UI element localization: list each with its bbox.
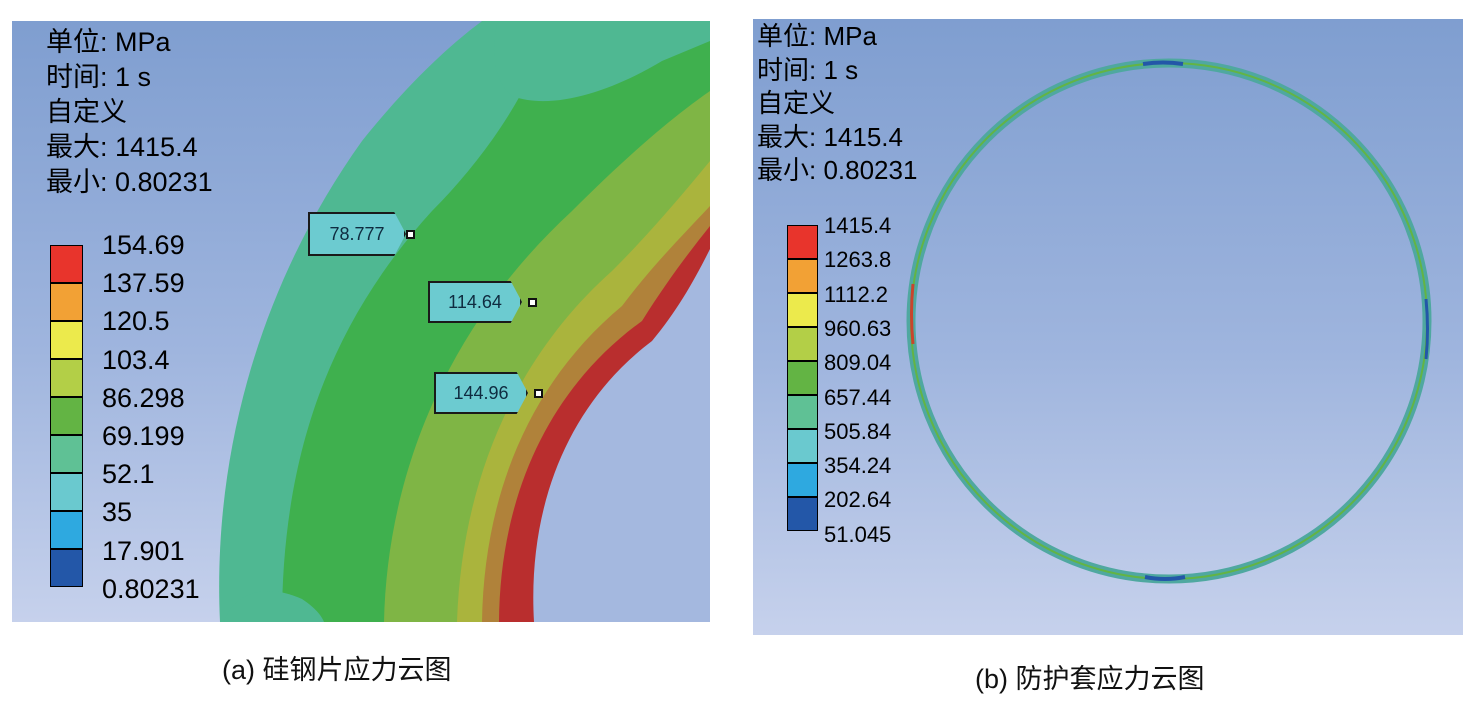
caption-b: (b) 防护套应力云图: [975, 664, 1205, 694]
legend-swatch: [50, 283, 83, 321]
unit-label: 单位: MPa: [46, 27, 171, 57]
legend-swatch: [50, 549, 83, 587]
ring-hotspot-bottom: [1144, 575, 1186, 581]
legend-label: 86.298: [102, 382, 185, 413]
probe-pin-icon: [528, 298, 537, 307]
legend-label: 505.84: [824, 418, 892, 444]
legend-label: 103.4: [102, 344, 170, 375]
max-label: 最大: 1415.4: [757, 121, 903, 152]
legend-label: 1415.4: [824, 213, 892, 238]
legend-swatch: [50, 473, 83, 511]
contour-patch-bottom: [224, 591, 324, 622]
legend-label: 202.64: [824, 487, 892, 513]
ring-hotspot-left: [910, 283, 915, 345]
type-label: 自定义: [46, 97, 127, 127]
legend-label: 137.59: [102, 268, 185, 299]
probe-value: 114.64: [428, 281, 522, 323]
legend-label: 1112.2: [824, 281, 889, 307]
stress-contour-silicon-steel: 单位: MPa 时间: 1 s 自定义 最大: 1415.4 最小: 0.802…: [12, 21, 710, 622]
legend-label: 657.44: [824, 384, 892, 410]
inner-hole: [533, 249, 710, 622]
legend-label: 154.69: [102, 230, 185, 260]
legend-swatch: [787, 395, 818, 429]
legend-label: 120.5: [102, 306, 170, 337]
legend-swatch: [787, 327, 818, 361]
contour-patch-top: [494, 21, 710, 102]
min-label: 最小: 0.80231: [46, 167, 213, 197]
legend-swatch: [787, 497, 818, 531]
time-label: 时间: 1 s: [757, 54, 859, 85]
protective-sleeve-contour-plot: [906, 58, 1432, 584]
unit-label: 单位: MPa: [757, 21, 877, 51]
probe-value: 144.96: [434, 372, 528, 414]
max-label: 最大: 1415.4: [46, 132, 198, 162]
silicon-steel-contour-plot: [219, 21, 710, 622]
legend-swatch: [787, 225, 818, 259]
legend-label: 51.045: [824, 521, 892, 547]
caption-a: (a) 硅钢片应力云图: [222, 655, 452, 685]
legend-label: 52.1: [102, 459, 155, 490]
legend-label: 69.199: [102, 421, 185, 451]
probe-pin-icon: [534, 389, 543, 398]
legend-swatch: [50, 321, 83, 359]
legend-swatch: [787, 293, 818, 327]
type-label: 自定义: [757, 88, 836, 119]
legend-swatch: [50, 435, 83, 473]
legend-swatch: [50, 359, 83, 397]
ring-hotspot-top: [1142, 60, 1184, 66]
stress-contour-protective-sleeve: 单位: MPa 时间: 1 s 自定义 最大: 1415.4 最小: 0.802…: [753, 19, 1463, 635]
legend-label: 354.24: [824, 453, 892, 479]
legend-label: 17.901: [102, 535, 185, 566]
ring-hotspot-right: [1424, 298, 1429, 360]
min-label: 最小: 0.80231: [757, 155, 918, 186]
legend-label: 35: [102, 497, 133, 528]
legend-swatch: [50, 511, 83, 549]
probe-value: 78.777: [308, 212, 406, 256]
legend-swatch: [787, 463, 818, 497]
legend-swatch: [787, 429, 818, 463]
legend-label: 809.04: [824, 350, 892, 376]
legend-label: 0.80231: [102, 573, 200, 604]
legend-label: 1263.8: [824, 247, 892, 273]
legend-swatch: [787, 259, 818, 293]
sleeve-ring: [906, 58, 1432, 584]
legend-swatch: [787, 361, 818, 395]
legend-swatch: [50, 245, 83, 283]
time-label: 时间: 1 s: [46, 62, 152, 92]
info-block: 单位: MPa 时间: 1 s 自定义 最大: 1415.4 最小: 0.802…: [757, 23, 917, 191]
legend-swatch: [50, 397, 83, 435]
legend-label: 960.63: [824, 315, 892, 341]
info-block: 单位: MPa 时间: 1 s 自定义 最大: 1415.4 最小: 0.802…: [46, 29, 213, 204]
probe-pin-icon: [406, 230, 415, 239]
